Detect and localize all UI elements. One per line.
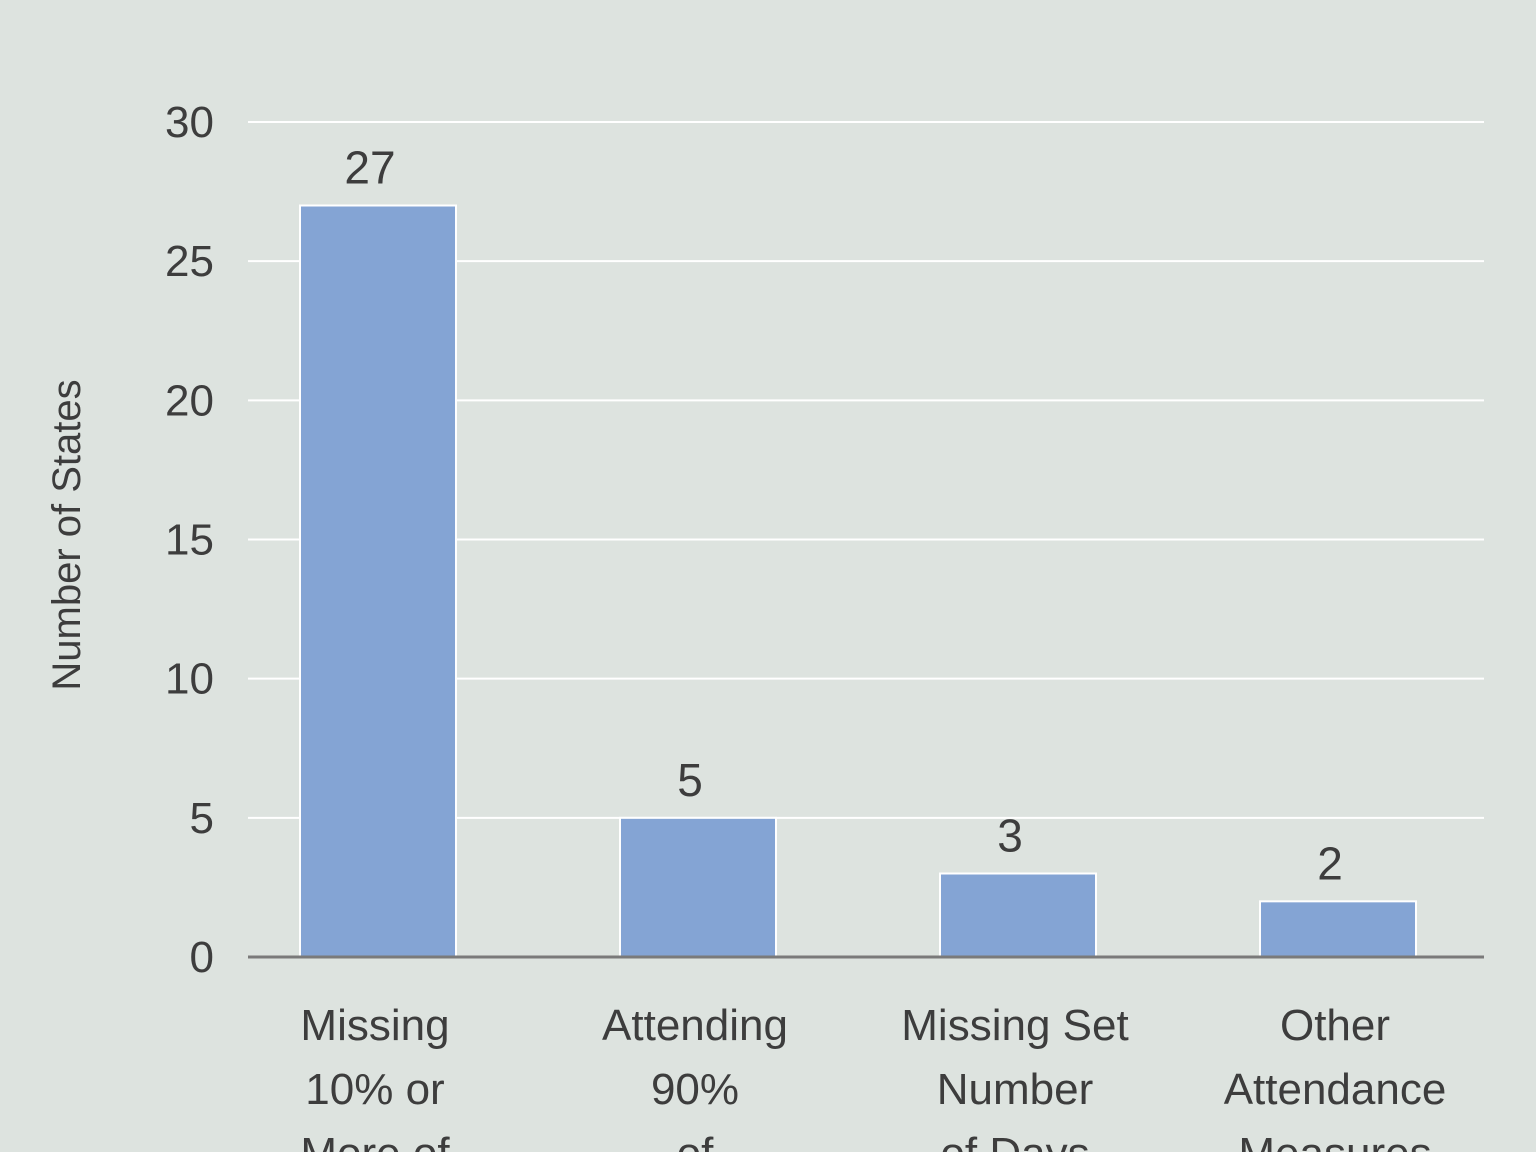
- data-labels: 27 5 3 2: [344, 142, 1342, 890]
- data-label-3: 2: [1317, 837, 1343, 889]
- bar-2: [939, 872, 1097, 958]
- y-tick-label-15: 15: [165, 516, 214, 565]
- category-label-1-line-2: of: [677, 1129, 714, 1152]
- category-label-3-line-2: Measures: [1238, 1129, 1431, 1152]
- category-label-1-line-1: 90%: [651, 1065, 739, 1114]
- data-label-2: 3: [997, 810, 1023, 862]
- category-label-2-line-1: Number: [937, 1065, 1094, 1114]
- y-tick-label-10: 10: [165, 655, 214, 704]
- bar-1: [619, 816, 777, 958]
- category-label-1-line-0: Attending: [602, 1001, 788, 1050]
- bar-0: [299, 204, 457, 958]
- category-label-3-line-0: Other: [1280, 1001, 1390, 1050]
- category-label-0-line-0: Missing: [300, 1001, 449, 1050]
- category-label-0-line-1: 10% or: [305, 1065, 444, 1114]
- y-tick-label-20: 20: [165, 376, 214, 425]
- y-tick-label-5: 5: [190, 794, 214, 843]
- bar-3: [1259, 900, 1417, 958]
- y-tick-labels: 0 5 10 15 20 25 30: [165, 98, 214, 982]
- bars: [299, 204, 1417, 958]
- category-labels: Missing 10% or More of Attending 90% of Missin…: [300, 1001, 1446, 1152]
- y-tick-label-30: 30: [165, 98, 214, 147]
- category-label-2-line-0: Missing Set: [901, 1001, 1128, 1050]
- data-label-1: 5: [677, 754, 703, 806]
- y-tick-label-0: 0: [190, 933, 214, 982]
- y-tick-label-25: 25: [165, 237, 214, 286]
- data-label-0: 27: [344, 142, 395, 194]
- category-label-2-line-2: of Days: [940, 1129, 1089, 1152]
- y-axis-title: Number of States: [45, 379, 89, 690]
- category-label-0-line-2: More of: [300, 1129, 450, 1152]
- category-label-3-line-1: Attendance: [1224, 1065, 1447, 1114]
